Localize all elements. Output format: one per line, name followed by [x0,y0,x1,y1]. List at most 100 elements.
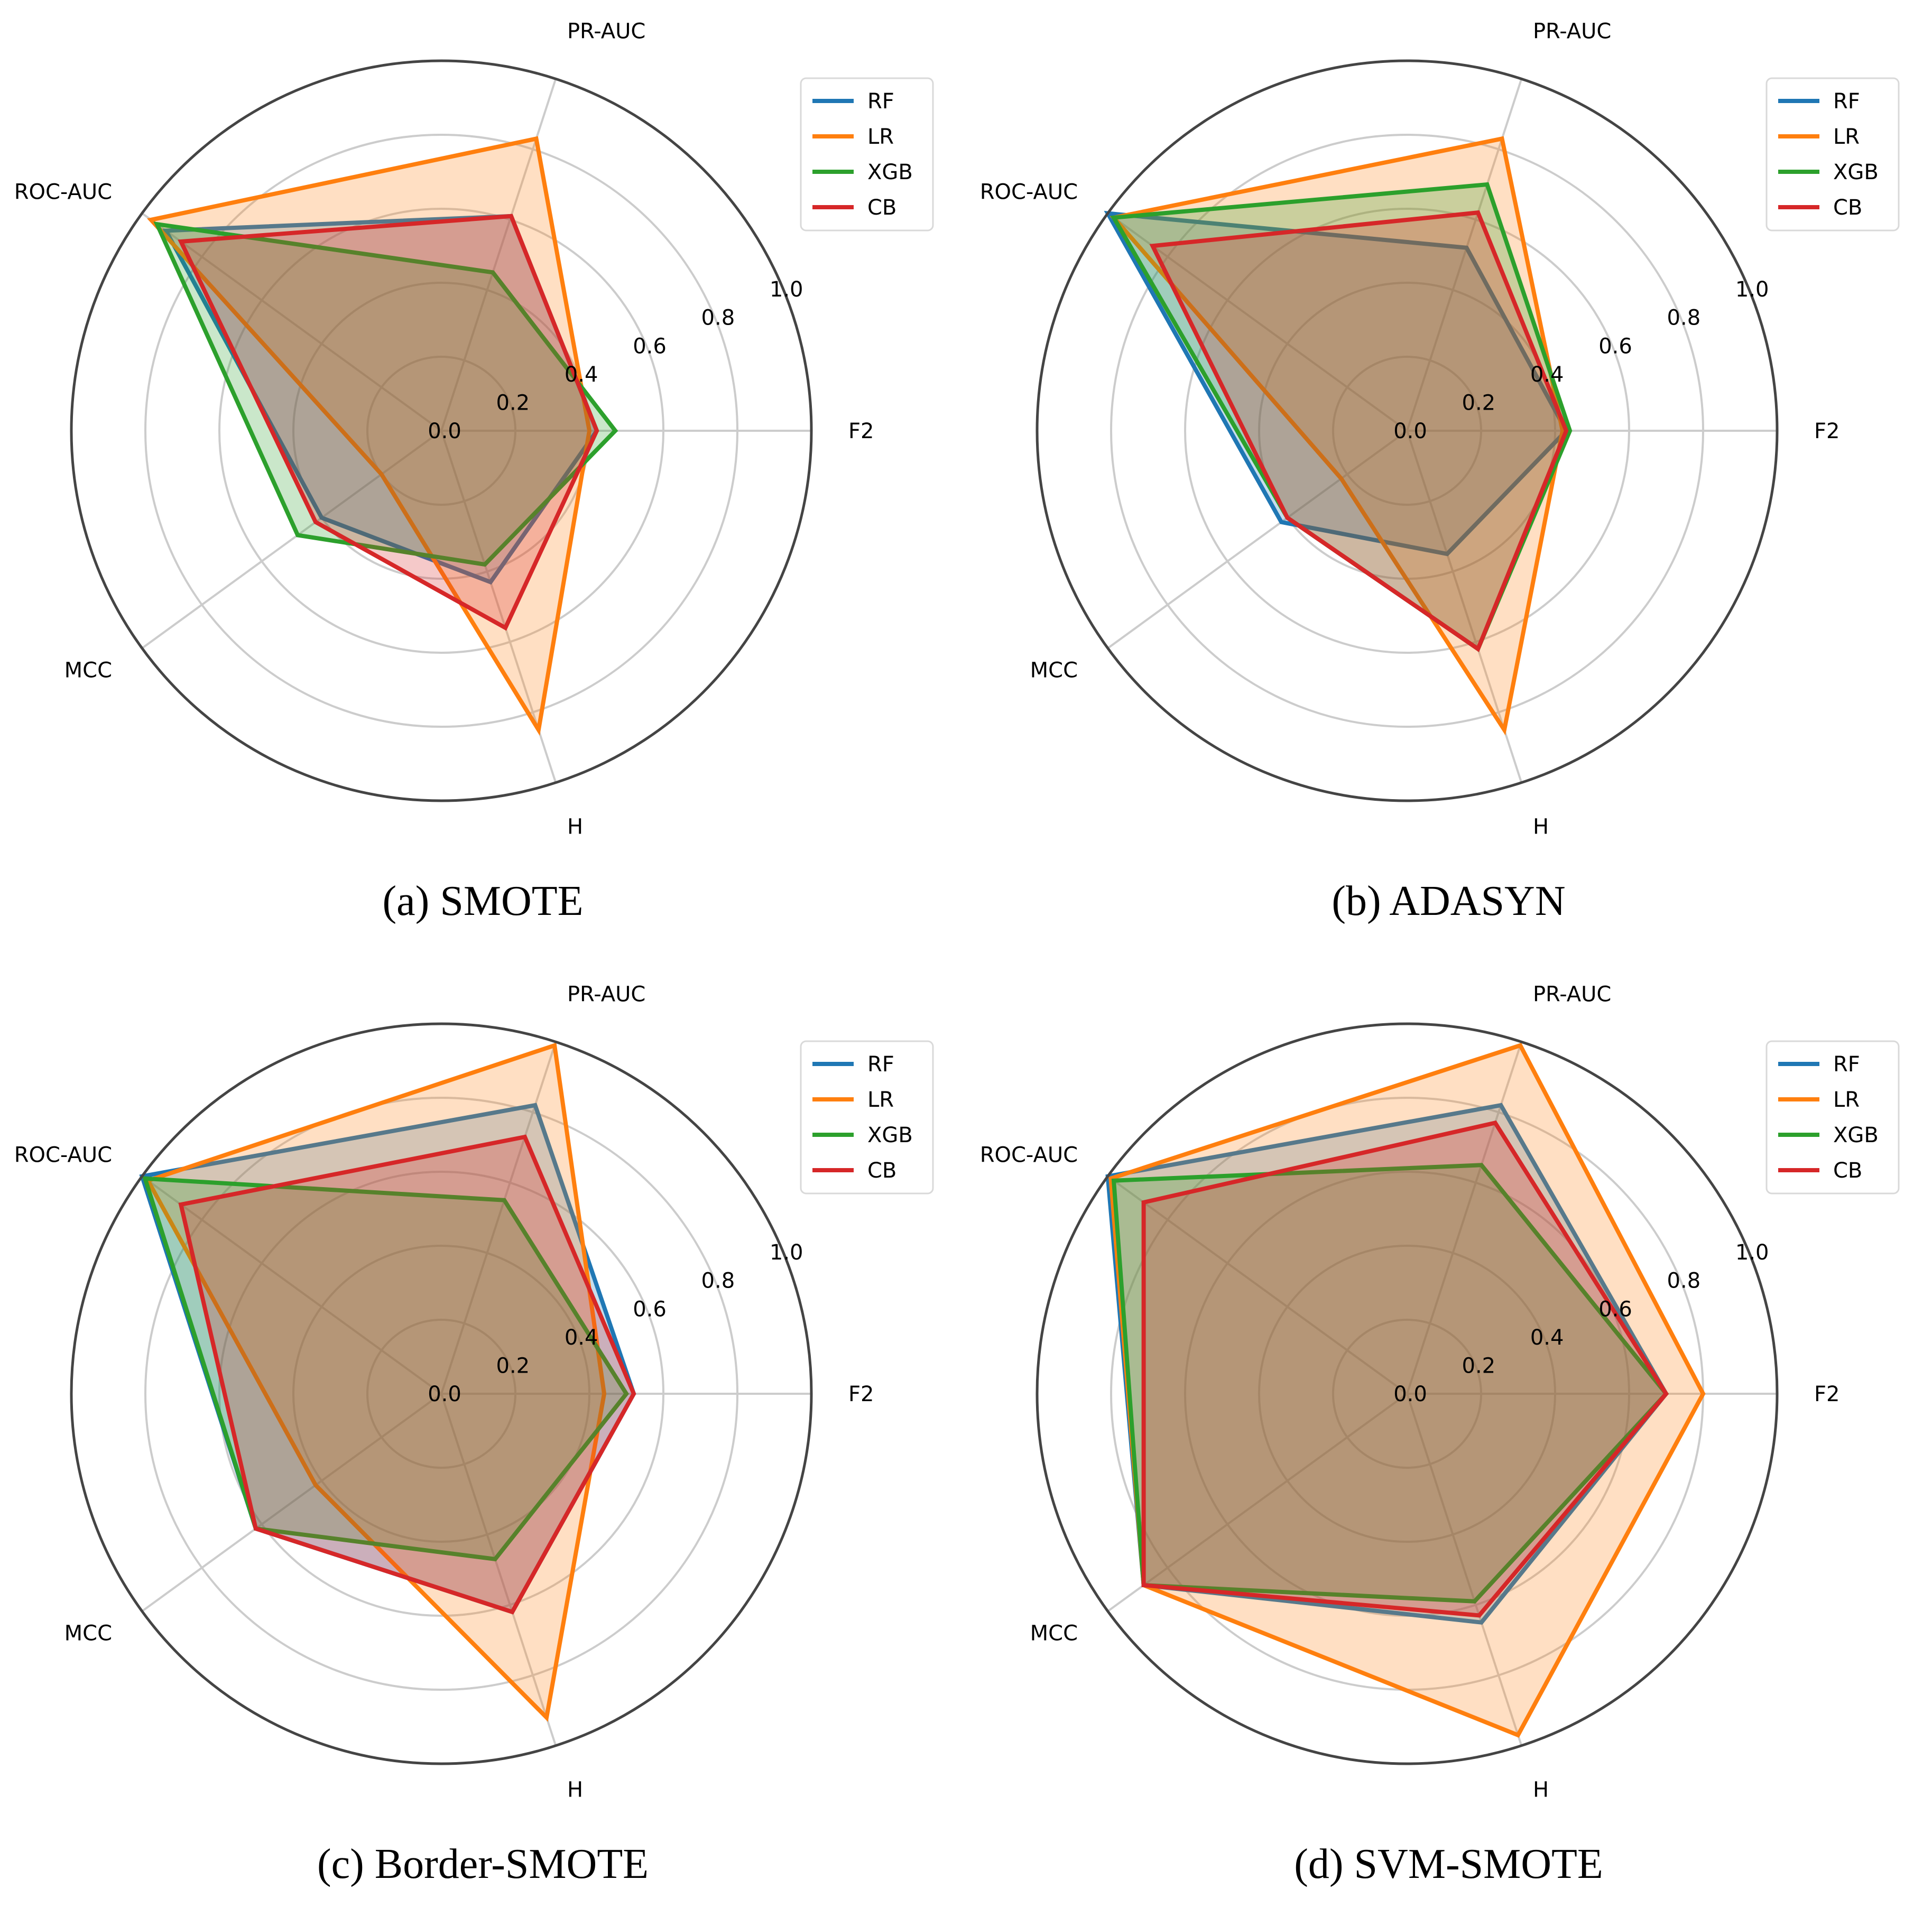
tick-label: 1.0 [1735,1240,1769,1265]
series-area-cb [1143,1123,1666,1616]
legend-label-xgb: XGB [867,160,913,184]
tick-label: 0.2 [1462,391,1496,415]
panel-svm-smote: 0.0 0.2 0.4 0.6 0.8 1.0 F2 PR-AUC ROC-AUC MCC H RF L… [966,963,1931,1926]
legend-label-xgb: XGB [867,1123,913,1147]
series-line-xgb [1111,1163,1669,1604]
axis-label: MCC [64,659,112,683]
axis-label: F2 [848,419,874,443]
tick-label: 0.6 [1598,334,1632,358]
outer-frame [1036,59,1779,802]
axis-label: MCC [1030,1622,1078,1646]
tick-label: 0.8 [701,306,735,330]
legend-label-rf: RF [1833,1052,1860,1077]
axis-label: ROC-AUC [980,180,1078,204]
series-line-cb [178,214,599,631]
tick-label: 0.2 [1462,1354,1496,1378]
legend-label-xgb: XGB [1833,160,1879,184]
axis-spoke [141,430,442,650]
series-area-lr [151,138,589,730]
series-area-rf [1107,213,1566,554]
tick-label: 0.0 [428,419,461,443]
tick-label: 0.2 [496,391,530,415]
series-area-xgb [1114,184,1570,649]
legend-label-lr: LR [1833,125,1860,149]
legend: RF LR XGB CB [800,1040,934,1195]
tick-label: 0.6 [633,334,667,358]
radar-chart: 0.0 0.2 0.4 0.6 0.8 1.0 F2 PR-AUC ROC-AUC MCC H RF L… [14,983,934,1802]
axis-label: PR-AUC [567,983,645,1007]
legend: RF LR XGB CB [1765,77,1900,232]
axis-label: PR-AUC [567,20,645,44]
axis-spoke [1406,1041,1523,1394]
legend-label-rf: RF [867,89,894,114]
axis-spoke [440,1041,557,1394]
panel-caption: (a) SMOTE [382,878,584,924]
axis-spoke [141,212,442,432]
panel-adasyn: 0.0 0.2 0.4 0.6 0.8 1.0 F2 PR-AUC ROC-AUC MCC H RF L… [966,0,1931,963]
series-line-xgb [142,1176,629,1562]
tick-label: 0.8 [701,1269,735,1293]
axis-spoke [440,1393,557,1746]
legend-label-cb: CB [1833,196,1862,220]
legend-label-cb: CB [1833,1159,1862,1183]
axis-spoke [1406,1393,1523,1746]
axis-label: F2 [848,1382,874,1406]
outer-frame [1036,1022,1779,1765]
axis-spoke [141,1175,442,1395]
outer-frame [70,1022,813,1765]
series-area-rf [142,1105,634,1612]
series-area-cb [181,1137,634,1612]
tick-label: 0.4 [1530,1326,1564,1350]
tick-label: 0.6 [1598,1297,1632,1321]
tick-label: 0.8 [1667,306,1701,330]
radar-chart: 0.0 0.2 0.4 0.6 0.8 1.0 F2 PR-AUC ROC-AUC MCC H RF L… [980,20,1900,839]
legend-box [800,77,934,232]
axis-spoke [141,1393,442,1613]
axis-label: ROC-AUC [14,1143,112,1167]
outer-frame [70,59,813,802]
legend-label-cb: CB [867,1159,896,1183]
series-area-lr [148,1045,604,1718]
series-line-lr [145,1042,607,1722]
axis-label: MCC [1030,659,1078,683]
axis-label: F2 [1814,1382,1839,1406]
panel-caption: (b) ADASYN [1332,878,1566,924]
axis-label: ROC-AUC [980,1143,1078,1167]
legend: RF LR XGB CB [800,77,934,232]
axis-spoke [1107,212,1408,432]
series-area-xgb [145,1178,626,1559]
axis-label: H [1533,1777,1549,1802]
axis-label: PR-AUC [1533,20,1611,44]
legend-box [1765,77,1900,232]
panel-smote: 0.0 0.2 0.4 0.6 0.8 1.0 F2 PR-AUC ROC-AUC MCC H RF L… [0,0,966,963]
tick-label: 0.4 [1530,363,1564,387]
axis-label: ROC-AUC [14,180,112,204]
axis-label: H [567,814,583,839]
axis-label: H [1533,814,1549,839]
tick-label: 0.2 [496,1354,530,1378]
axis-label: H [567,1777,583,1802]
series-line-xgb [153,221,618,567]
legend-label-xgb: XGB [1833,1123,1879,1147]
radar-chart: 0.0 0.2 0.4 0.6 0.8 1.0 F2 PR-AUC ROC-AUC MCC H RF L… [14,20,934,839]
series-line-cb [1149,210,1569,652]
series-area-xgb [1114,1165,1666,1601]
legend-box [1765,1040,1900,1195]
legend-label-lr: LR [867,1088,894,1112]
legend-label-rf: RF [867,1052,894,1077]
tick-label: 0.0 [1393,1382,1427,1406]
panel-caption: (c) Border-SMOTE [317,1841,649,1887]
tick-label: 1.0 [770,1240,803,1265]
tick-label: 0.0 [1393,419,1427,443]
series-line-cb [1141,1120,1669,1618]
tick-label: 0.4 [565,363,598,387]
series-line-rf [1104,210,1569,557]
panel-border-smote: 0.0 0.2 0.4 0.6 0.8 1.0 F2 PR-AUC ROC-AUC MCC H RF L… [0,963,966,1926]
legend-label-lr: LR [1833,1088,1860,1112]
series-area-xgb [157,224,615,565]
axis-label: MCC [64,1622,112,1646]
radar-chart: 0.0 0.2 0.4 0.6 0.8 1.0 F2 PR-AUC ROC-AUC MCC H RF L… [980,983,1900,1802]
axis-label: F2 [1814,419,1839,443]
series-area-cb [181,216,597,628]
